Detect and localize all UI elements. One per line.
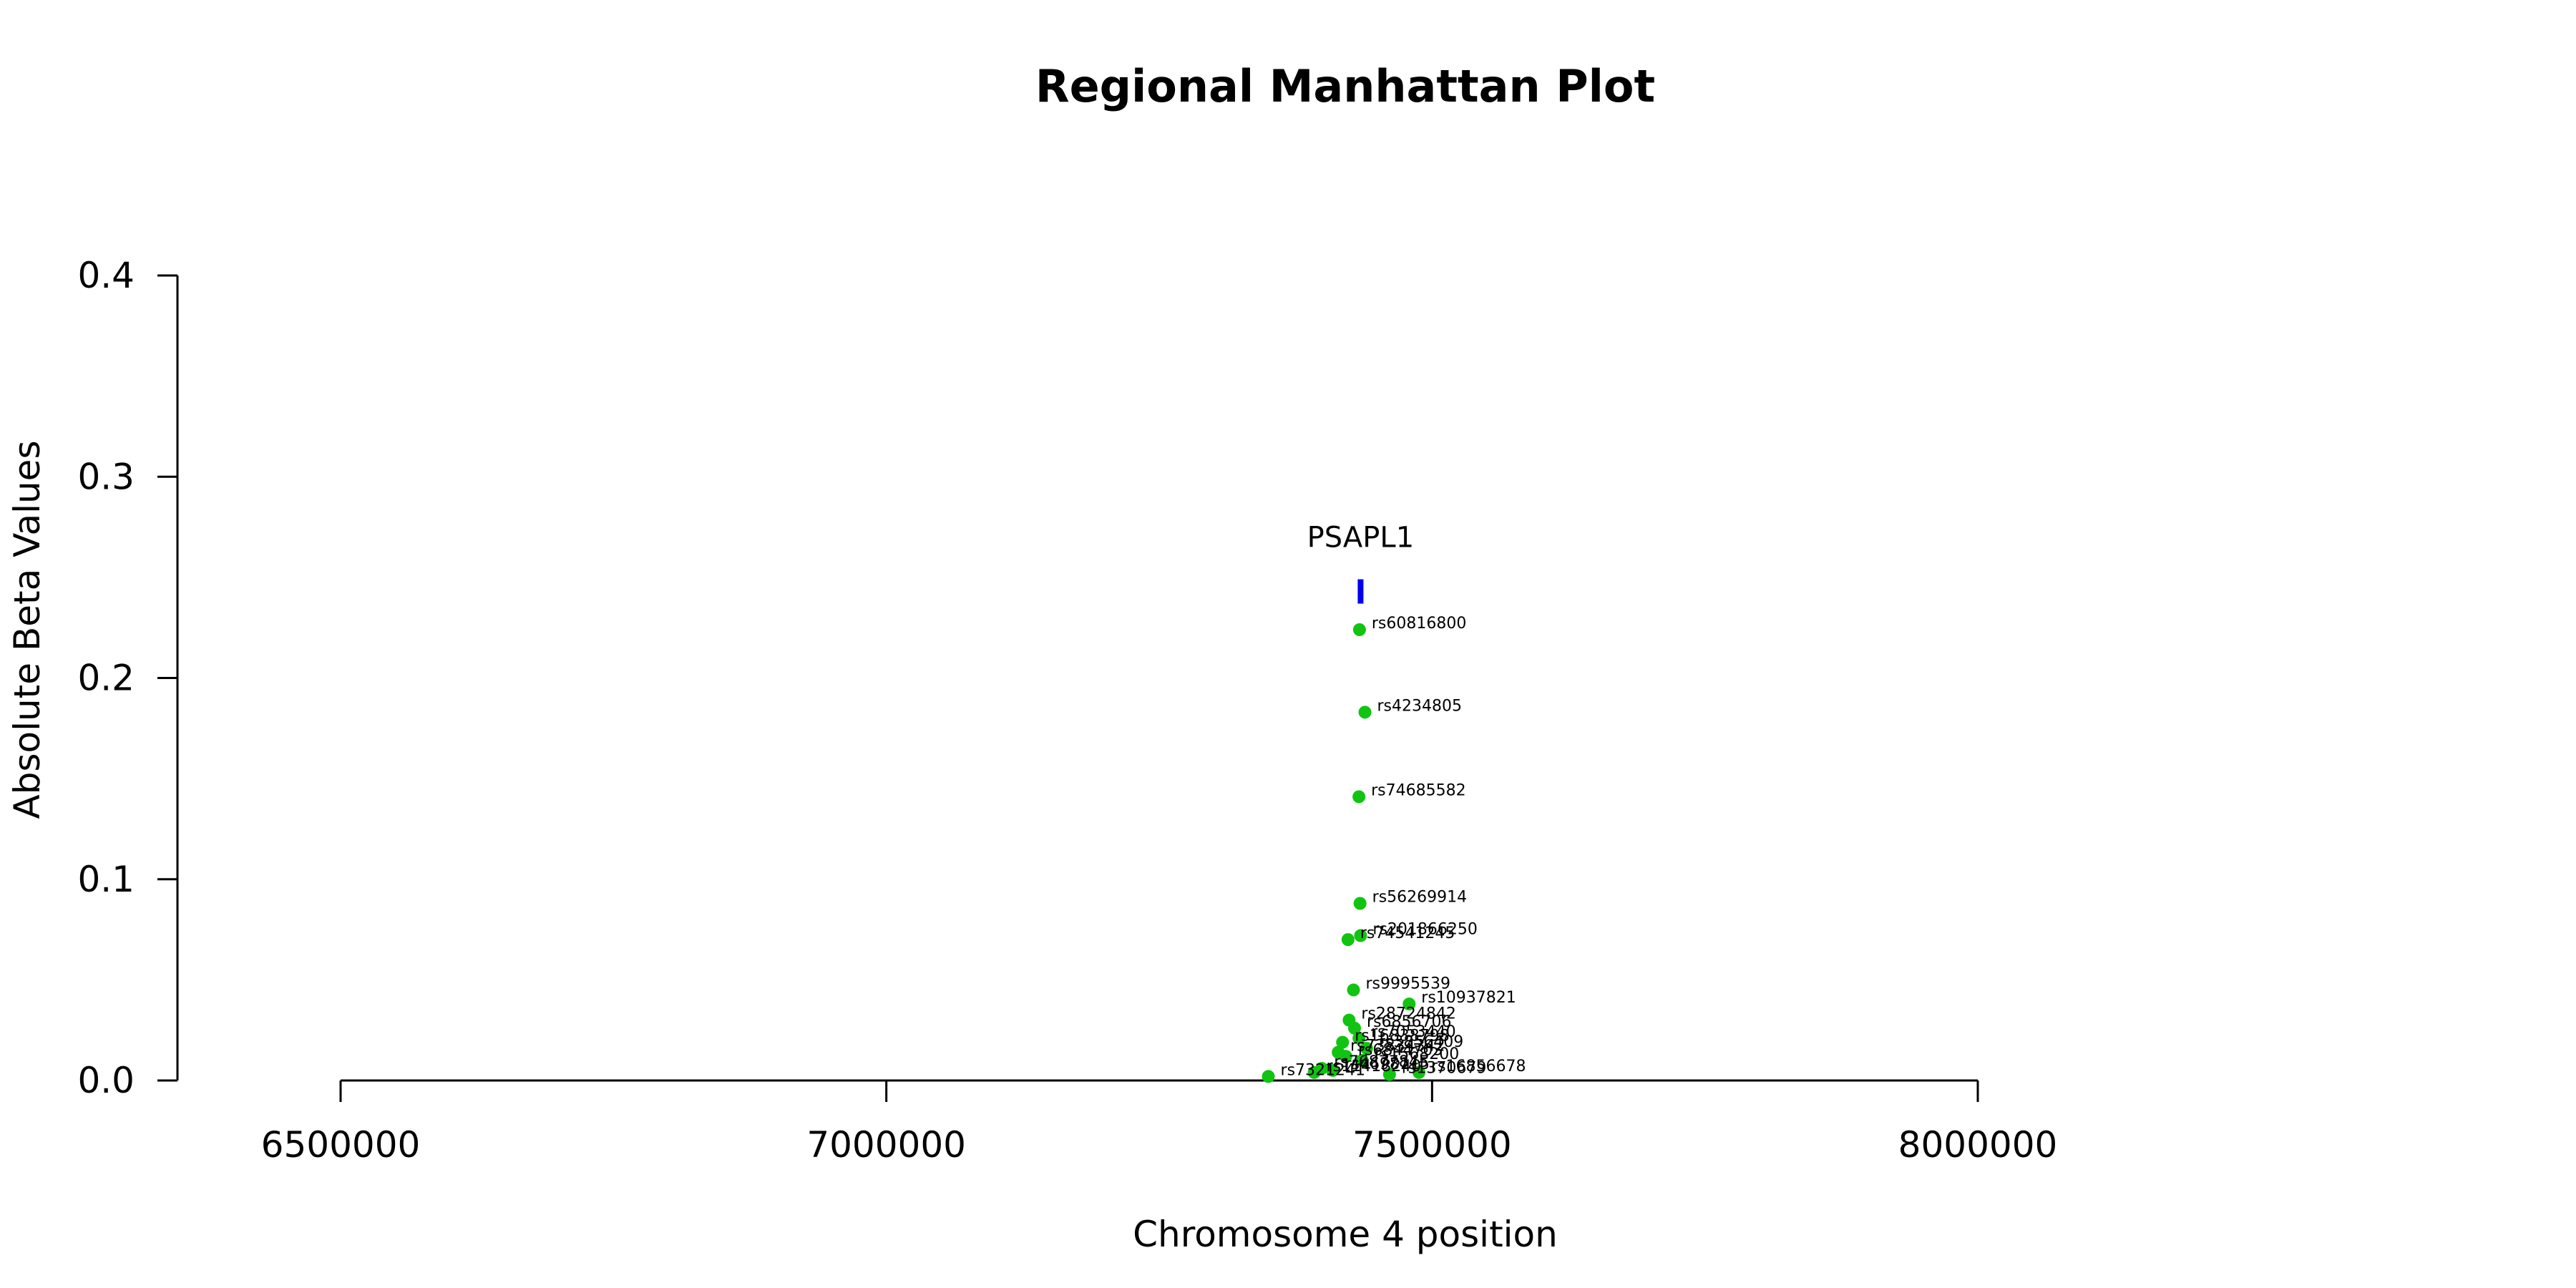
snp-label: rs3856409 bbox=[1379, 1033, 1464, 1051]
snp-point bbox=[1352, 1031, 1366, 1045]
snp-point bbox=[1354, 929, 1367, 942]
y-tick-label: 0.3 bbox=[77, 456, 135, 497]
x-tick-label: 8000000 bbox=[1898, 1124, 2058, 1166]
y-tick-label: 0.0 bbox=[77, 1060, 135, 1101]
snp-point bbox=[1348, 1021, 1362, 1035]
snp-point bbox=[1339, 1050, 1352, 1063]
snp-point bbox=[1262, 1070, 1275, 1083]
y-tick-label: 0.4 bbox=[77, 255, 135, 296]
snp-label: rs7321241 bbox=[1281, 1061, 1366, 1079]
x-tick-label: 7500000 bbox=[1352, 1124, 1512, 1166]
snp-label: rs74541245 bbox=[1360, 924, 1455, 942]
snp-label: rs11418240 bbox=[1327, 1058, 1421, 1075]
gene-track: PSAPL1 bbox=[1307, 522, 1414, 604]
snp-label: rs28724842 bbox=[1361, 1005, 1455, 1023]
gene-label: PSAPL1 bbox=[1307, 522, 1414, 555]
y-tick-label: 0.2 bbox=[77, 658, 135, 699]
snp-point bbox=[1352, 623, 1366, 636]
snp-label: rs6856706 bbox=[1367, 1013, 1452, 1031]
snp-point bbox=[1413, 1065, 1426, 1079]
x-axis-label: Chromosome 4 position bbox=[1133, 1214, 1558, 1255]
snp-label: rs56269914 bbox=[1372, 889, 1467, 907]
snp-point bbox=[1352, 790, 1366, 804]
snp-point bbox=[1326, 1063, 1340, 1077]
snp-point bbox=[1358, 706, 1372, 719]
snp-label: rs1568200 bbox=[1375, 1045, 1460, 1063]
snp-point bbox=[1360, 1042, 1373, 1055]
snp-point bbox=[1336, 1035, 1350, 1049]
snp-label: rs1370679 bbox=[1402, 1060, 1486, 1078]
axes: 0.0 0.1 0.2 0.3 0.4 6500000 7000000 7500000 8000… bbox=[77, 255, 2057, 1166]
snp-point bbox=[1402, 997, 1416, 1011]
snp-label: rs16856678 bbox=[1431, 1058, 1526, 1075]
snp-label: rs201866250 bbox=[1372, 921, 1477, 939]
x-tick-label: 6500000 bbox=[261, 1124, 421, 1166]
snp-label: rs10937821 bbox=[1421, 989, 1516, 1007]
snp-labels: rs60816800 rs4234805 rs74685582 rs56269914 r… bbox=[1281, 615, 1526, 1079]
snp-label: rs9995539 bbox=[1366, 975, 1451, 992]
y-axis-label: Absolute Beta Values bbox=[6, 441, 48, 819]
snp-point bbox=[1347, 983, 1360, 997]
snp-points bbox=[1262, 623, 1426, 1083]
snp-point bbox=[1341, 933, 1355, 947]
snp-label: rs7053440 bbox=[1371, 1023, 1456, 1041]
snp-point bbox=[1355, 1053, 1369, 1067]
snp-label: rs4698115 bbox=[1345, 1055, 1430, 1073]
chart-title: Regional Manhattan Plot bbox=[1035, 60, 1655, 112]
snp-label: rs74685582 bbox=[1371, 781, 1465, 799]
snp-point bbox=[1382, 1068, 1396, 1081]
snp-label: rs76877845 bbox=[1334, 1053, 1428, 1071]
y-tick-label: 0.1 bbox=[77, 859, 135, 900]
snp-label: rs6844703 bbox=[1358, 1041, 1443, 1059]
gene-bar-psapl1 bbox=[1357, 579, 1364, 604]
snp-label: rs4234805 bbox=[1377, 697, 1463, 715]
x-tick-label: 7000000 bbox=[806, 1124, 966, 1166]
snp-label: rs16838798 bbox=[1355, 1028, 1449, 1045]
snp-label: rs73834342 bbox=[1350, 1038, 1445, 1055]
snp-point bbox=[1353, 897, 1367, 910]
snp-label: rs60816800 bbox=[1372, 615, 1466, 633]
snp-point bbox=[1307, 1065, 1321, 1079]
